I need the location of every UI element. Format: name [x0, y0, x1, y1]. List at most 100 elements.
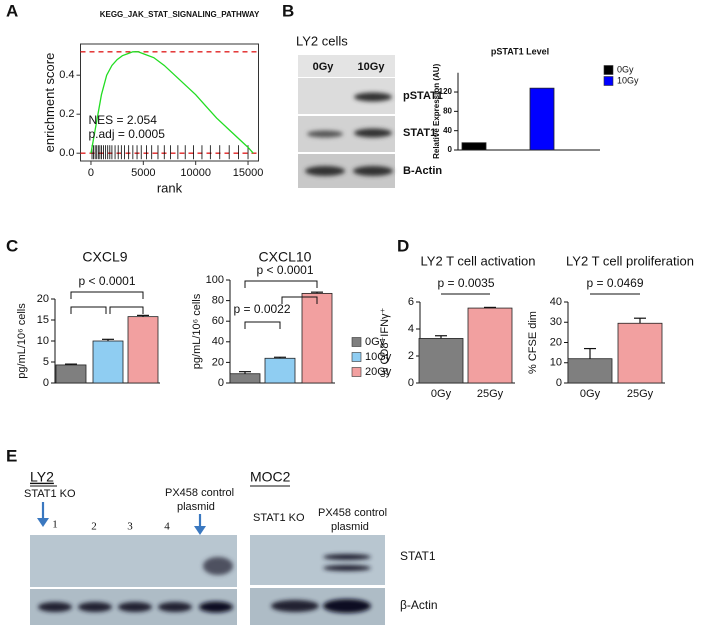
- blot-title: MOC2: [250, 469, 291, 485]
- band: [38, 602, 72, 612]
- x-tick-label: 15000: [233, 167, 264, 179]
- panel-letter: D: [397, 236, 409, 255]
- y-tick-label: 10: [37, 335, 49, 347]
- legend-label: 0Gy: [617, 64, 634, 74]
- blot-title: LY2: [30, 469, 54, 485]
- band: [353, 166, 393, 176]
- arrows: [37, 502, 206, 535]
- bar: [301, 292, 333, 384]
- x-tick-label: 0: [88, 167, 94, 179]
- blot: [30, 535, 237, 625]
- y-tick-label: 80: [443, 106, 452, 115]
- band: [199, 601, 233, 613]
- x-tick-label: 0Gy: [431, 388, 452, 400]
- panel-letter: A: [6, 1, 18, 20]
- legend-label: 10Gy: [617, 75, 639, 85]
- y-tick-label: 0.0: [59, 147, 74, 159]
- blot-row: [250, 535, 385, 585]
- legend-swatch: [351, 337, 362, 347]
- lane-label: 0Gy: [313, 61, 335, 73]
- y-tick-label: 40: [443, 126, 452, 135]
- y-tick-label: 120: [439, 87, 453, 96]
- bar: [467, 307, 513, 384]
- bar: [92, 340, 124, 384]
- legend-swatch: [351, 367, 362, 377]
- y-tick-label: 0: [408, 377, 414, 389]
- chart-title: CXCL9: [82, 249, 127, 265]
- row-label: STAT1: [403, 127, 436, 139]
- y-tick-label: 0: [43, 377, 49, 389]
- p-value: p = 0.0469: [586, 276, 643, 290]
- y-tick-label: 80: [212, 295, 224, 307]
- legend-swatch: [603, 76, 614, 86]
- y-tick-label: 0.2: [59, 108, 74, 120]
- row-label: B-Actin: [403, 165, 442, 177]
- y-tick-label: 30: [550, 316, 562, 328]
- p-value: p = 0.0022: [233, 302, 290, 316]
- legend-label: 0Gy: [365, 336, 386, 348]
- legend-swatch: [603, 65, 614, 75]
- lane-label: plasmid: [177, 501, 215, 513]
- chart-title: KEGG_JAK_STAT_SIGNALING_PATHWAY: [100, 10, 260, 19]
- arrow-head: [37, 518, 49, 527]
- bar: [529, 87, 555, 151]
- panel-letter: E: [6, 446, 17, 465]
- significance-bracket: [281, 296, 318, 304]
- band: [307, 130, 343, 138]
- y-tick-label: 4: [408, 323, 414, 335]
- significance-bracket: [70, 291, 144, 299]
- band: [354, 128, 392, 138]
- band: [323, 599, 371, 613]
- y-tick-label: 40: [550, 296, 562, 308]
- blot: [250, 535, 385, 625]
- bar: [418, 338, 464, 384]
- blot: [298, 55, 395, 188]
- y-axis-label: % CFSE dim: [527, 311, 539, 374]
- y-axis-label: enrichment score: [42, 53, 57, 153]
- annotation: NES = 2.054: [89, 113, 158, 127]
- legend-label: 20Gy: [365, 366, 392, 378]
- panel-letter: B: [282, 1, 294, 20]
- row-label: STAT1: [400, 549, 436, 563]
- p-value: p = 0.0035: [437, 276, 494, 290]
- y-axis-label: pg/mL/10⁶ cells: [16, 303, 28, 379]
- bar: [617, 322, 663, 384]
- x-tick-label: 10000: [180, 167, 211, 179]
- band: [118, 602, 152, 612]
- y-tick-label: 20: [37, 293, 49, 305]
- bar: [567, 358, 613, 384]
- y-axis-label: Relative Expression (AU): [432, 63, 441, 158]
- y-tick-label: 20: [550, 336, 562, 348]
- row-label: β-Actin: [400, 598, 438, 612]
- lane-label: 10Gy: [358, 61, 386, 73]
- band: [354, 92, 392, 102]
- arrow-head: [194, 526, 206, 535]
- x-tick-label: 5000: [131, 167, 155, 179]
- blot-title: LY2 cells: [296, 33, 348, 48]
- significance-bracket: [244, 280, 318, 288]
- band: [305, 166, 345, 176]
- y-tick-label: 6: [408, 296, 414, 308]
- lane-label: plasmid: [331, 521, 369, 533]
- bar: [55, 364, 87, 384]
- bar: [264, 357, 296, 384]
- band: [78, 602, 112, 612]
- lane-label: PX458 control: [318, 507, 387, 519]
- significance-bracket: [244, 321, 281, 329]
- y-tick-label: 100: [206, 274, 224, 286]
- x-tick-label: 25Gy: [627, 388, 654, 400]
- legend-swatch: [351, 352, 362, 362]
- x-tick-label: 0Gy: [580, 388, 601, 400]
- x-axis-label: rank: [157, 180, 183, 195]
- lane-number: 2: [91, 521, 97, 533]
- significance-bracket: [109, 306, 144, 314]
- y-tick-label: 10: [550, 357, 562, 369]
- p-value: p < 0.0001: [78, 274, 135, 288]
- y-tick-label: 0: [218, 377, 224, 389]
- lane-number: 3: [127, 521, 133, 533]
- plot-frame: [80, 43, 259, 162]
- band: [158, 602, 192, 612]
- significance-bracket: [70, 306, 107, 314]
- panel-letter: C: [6, 236, 18, 255]
